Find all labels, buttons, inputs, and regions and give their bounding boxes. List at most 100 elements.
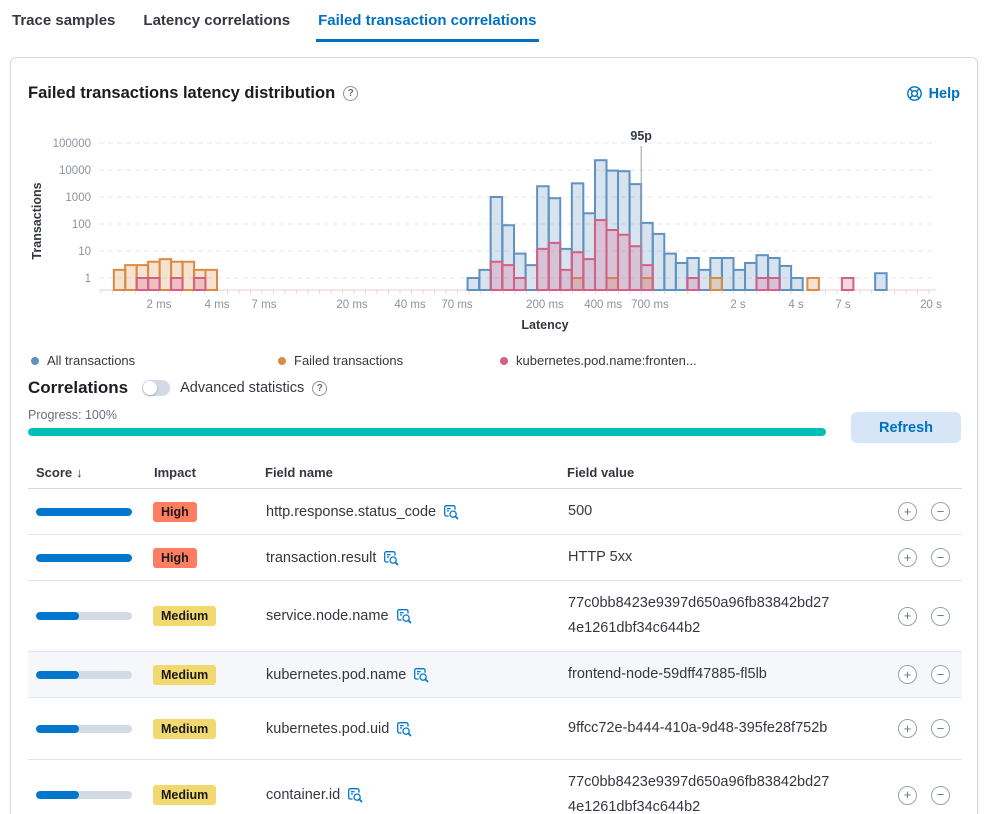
help-link[interactable]: Help: [906, 85, 960, 102]
table-row[interactable]: High transaction.result HTTP 5xx + −: [28, 535, 962, 581]
histogram-bar[interactable]: [778, 264, 793, 291]
histogram-bar[interactable]: [501, 264, 515, 291]
exclude-filter-button[interactable]: −: [931, 502, 950, 521]
table-header-row: Score ↓ Impact Field name Field value: [28, 456, 962, 489]
view-in-discover-button[interactable]: [347, 787, 363, 803]
legend-item[interactable]: kubernetes.pod.name:fronten...: [500, 353, 697, 368]
histogram-bar[interactable]: [169, 277, 184, 291]
chart-title: Failed transactions latency distribution: [28, 84, 336, 102]
histogram-bar[interactable]: [582, 258, 596, 291]
histogram-bar[interactable]: [559, 268, 573, 292]
histogram-bar[interactable]: [147, 277, 161, 291]
view-in-discover-button[interactable]: [443, 504, 459, 520]
histogram-bar[interactable]: [135, 277, 150, 291]
histogram-bar[interactable]: [640, 264, 654, 291]
question-in-circle-icon[interactable]: ?: [312, 380, 328, 396]
histogram-bar[interactable]: [709, 277, 723, 291]
field-value-text: frontend-node-59dff47885-fl5lb: [568, 666, 767, 682]
view-in-discover-button[interactable]: [396, 608, 412, 624]
exclude-filter-button[interactable]: −: [931, 606, 950, 626]
histogram-bar[interactable]: [651, 232, 666, 292]
histogram-bar[interactable]: [489, 260, 504, 292]
table-row[interactable]: Medium container.id 77c0bb8423e9397d650a96…: [28, 760, 962, 814]
x-tick-label: 400 ms: [584, 299, 622, 311]
table-row[interactable]: Medium kubernetes.pod.uid 9ffcc72e-b444-41…: [28, 698, 962, 760]
column-header-label: Field name: [265, 464, 333, 480]
table-row[interactable]: Medium kubernetes.pod.name frontend-node-5…: [28, 652, 962, 698]
include-filter-button[interactable]: +: [898, 606, 917, 626]
histogram-bar[interactable]: [663, 252, 677, 291]
histogram-bar[interactable]: [124, 264, 138, 291]
column-header-score[interactable]: Score ↓: [28, 465, 146, 480]
annotation-95p-label: 95p: [630, 129, 652, 143]
view-in-discover-button[interactable]: [383, 550, 399, 566]
include-filter-button[interactable]: +: [898, 719, 917, 738]
histogram-bar[interactable]: [605, 228, 619, 291]
histogram-bar[interactable]: [181, 260, 196, 292]
histogram-bar[interactable]: [547, 241, 562, 292]
histogram-bar[interactable]: [158, 258, 173, 291]
histogram-bar[interactable]: [617, 233, 631, 291]
help-label: Help: [928, 85, 960, 102]
include-filter-button[interactable]: +: [898, 502, 917, 521]
include-filter-button[interactable]: +: [898, 665, 917, 684]
histogram-bar[interactable]: [524, 264, 539, 291]
score-bar-fill: [36, 670, 80, 679]
x-tick-label: 70 ms: [441, 299, 473, 311]
histogram-bar[interactable]: [536, 247, 550, 291]
histogram-bar[interactable]: [755, 277, 769, 291]
histogram-bar[interactable]: [721, 257, 735, 291]
exclude-filter-button[interactable]: −: [931, 665, 950, 684]
histogram-bar[interactable]: [594, 219, 608, 291]
advanced-statistics-toggle[interactable]: [142, 380, 171, 396]
x-tick-label: 200 ms: [526, 299, 564, 311]
view-in-discover-button[interactable]: [413, 667, 429, 683]
tab-latency-correlations[interactable]: Latency correlations: [143, 12, 291, 29]
y-tick-label: 10000: [59, 165, 91, 177]
histogram-bar[interactable]: [466, 277, 481, 291]
histogram-bar[interactable]: [204, 268, 218, 292]
exclude-filter-button[interactable]: −: [931, 785, 950, 805]
histogram-bar[interactable]: [790, 277, 804, 291]
include-filter-button[interactable]: +: [898, 785, 917, 805]
histogram-bar[interactable]: [767, 277, 781, 291]
chart-legend: All transactions Failed transactions kuber…: [11, 353, 977, 371]
include-filter-button[interactable]: +: [898, 548, 917, 567]
histogram-bar[interactable]: [628, 245, 643, 291]
histogram-bar[interactable]: [192, 277, 207, 291]
progress-label: Progress: 100%: [28, 408, 117, 422]
legend-item[interactable]: All transactions: [31, 353, 135, 368]
table-row[interactable]: High http.response.status_code 500 + −: [28, 489, 962, 535]
question-in-circle-icon[interactable]: ?: [343, 86, 359, 101]
view-in-discover-button[interactable]: [396, 721, 412, 737]
histogram-bar[interactable]: [806, 277, 820, 291]
histogram-bar[interactable]: [874, 272, 888, 291]
histogram-bar[interactable]: [112, 268, 127, 292]
histogram-bar[interactable]: [840, 277, 855, 291]
histogram-bar[interactable]: [674, 261, 689, 291]
column-header-label: Impact: [154, 464, 196, 480]
histogram-bar[interactable]: [744, 261, 758, 291]
histogram-bar[interactable]: [697, 268, 712, 292]
exclude-filter-button[interactable]: −: [931, 719, 950, 738]
legend-item[interactable]: Failed transactions: [278, 353, 403, 368]
score-bar: [36, 670, 132, 679]
histogram-bar[interactable]: [570, 251, 585, 291]
latency-distribution-chart[interactable]: 1 10 100 1000 10000 100000 95p 2 ms 4 ms 7 ms 20 m…: [31, 126, 961, 341]
x-tick-label: 40 ms: [394, 299, 426, 311]
tab-failed-transaction-correlations[interactable]: Failed transaction correlations: [316, 8, 539, 42]
histogram-bar[interactable]: [478, 268, 492, 292]
exclude-filter-button[interactable]: −: [931, 548, 950, 567]
histogram-bar[interactable]: [513, 277, 527, 291]
histogram-bar[interactable]: [686, 277, 700, 291]
histogram-bar[interactable]: [732, 268, 746, 292]
failed-correlations-panel: Failed transactions latency distribution…: [10, 57, 978, 814]
tab-trace-samples[interactable]: Trace samples: [12, 12, 116, 29]
legend-dot-icon: [500, 356, 508, 365]
chart-header: Failed transactions latency distribution…: [28, 84, 960, 103]
column-header-impact[interactable]: Impact: [146, 465, 257, 480]
table-row[interactable]: Medium service.node.name 77c0bb8423e9397d6…: [28, 581, 962, 652]
column-header-field-name[interactable]: Field name: [257, 465, 559, 480]
column-header-field-value[interactable]: Field value: [559, 465, 862, 480]
refresh-button[interactable]: Refresh: [851, 412, 961, 443]
